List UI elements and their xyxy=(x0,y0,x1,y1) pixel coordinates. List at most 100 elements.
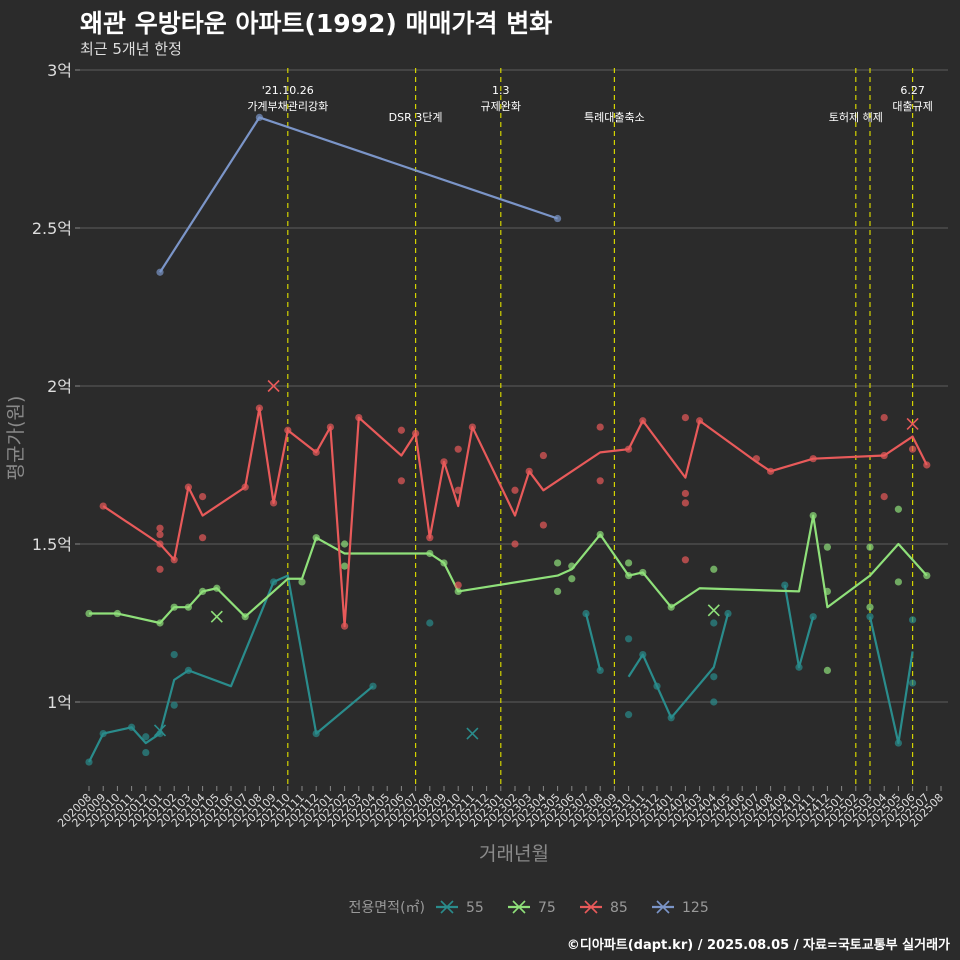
data-point xyxy=(923,572,931,580)
data-point xyxy=(639,417,647,425)
series-line xyxy=(88,574,374,763)
data-point xyxy=(823,666,832,675)
data-point xyxy=(156,540,164,548)
data-point xyxy=(326,423,334,431)
data-point xyxy=(710,565,718,573)
series-line xyxy=(868,616,914,745)
data-point xyxy=(128,723,136,731)
data-point xyxy=(156,530,164,539)
event-label: '21.10.26 xyxy=(262,84,314,97)
data-point xyxy=(341,562,349,570)
data-point xyxy=(99,730,107,738)
data-point xyxy=(710,698,718,706)
series-75 xyxy=(85,505,931,675)
data-point xyxy=(596,423,604,431)
data-point xyxy=(199,587,207,596)
data-point xyxy=(525,467,533,475)
data-point xyxy=(184,666,192,675)
data-point xyxy=(454,587,462,596)
data-point xyxy=(880,451,888,460)
data-point xyxy=(255,404,263,412)
data-point xyxy=(213,584,221,592)
data-point xyxy=(781,581,789,589)
event-label: 대출규제 xyxy=(892,100,932,113)
data-point xyxy=(85,758,93,766)
data-point xyxy=(341,622,349,630)
data-point xyxy=(866,603,874,611)
series-line xyxy=(627,613,730,719)
data-point xyxy=(625,572,633,580)
data-point xyxy=(440,559,448,567)
series-line xyxy=(89,514,928,625)
legend-label: 85 xyxy=(610,900,628,916)
data-point xyxy=(199,534,207,542)
data-point xyxy=(255,113,263,121)
data-point xyxy=(170,603,178,611)
data-point xyxy=(809,511,817,520)
data-point xyxy=(696,417,704,425)
legend-title: 전용면적(㎡) xyxy=(349,900,425,916)
data-point xyxy=(795,663,803,671)
y-axis-title: 평균가(원) xyxy=(5,396,27,481)
series-line xyxy=(102,407,928,628)
data-point xyxy=(880,493,888,501)
data-point xyxy=(823,587,832,596)
data-point xyxy=(184,603,192,611)
data-point xyxy=(923,461,931,469)
data-point xyxy=(184,483,192,491)
legend-swatch-cross xyxy=(512,900,526,914)
legend-label: 75 xyxy=(538,900,556,916)
legend-swatch-cross xyxy=(584,900,598,914)
data-point xyxy=(397,426,405,434)
data-point xyxy=(312,730,320,738)
data-point xyxy=(894,578,903,586)
data-point xyxy=(554,214,562,223)
data-point xyxy=(539,521,548,529)
cross-marker xyxy=(210,610,223,623)
data-point xyxy=(270,578,278,586)
legend-item: 125 xyxy=(652,900,709,916)
legend: 전용면적(㎡) 55 75 85 125 xyxy=(349,900,709,916)
data-point xyxy=(298,578,306,586)
data-point xyxy=(639,568,647,577)
data-point xyxy=(866,543,874,551)
data-point xyxy=(639,651,647,659)
y-tick-label: 1억 xyxy=(47,693,72,712)
data-point xyxy=(894,739,903,747)
data-point xyxy=(511,540,519,548)
data-point xyxy=(681,499,690,507)
data-point xyxy=(284,426,292,434)
legend-label: 55 xyxy=(466,900,484,916)
data-point xyxy=(426,619,434,627)
cross-marker xyxy=(267,379,280,393)
data-point xyxy=(312,448,320,456)
data-point xyxy=(653,682,661,690)
y-tick-label: 1.5억 xyxy=(32,535,72,554)
data-point xyxy=(241,483,249,491)
data-point xyxy=(539,451,548,460)
data-point xyxy=(156,619,164,627)
data-point xyxy=(170,651,178,659)
data-point xyxy=(625,635,633,643)
data-point xyxy=(880,414,888,422)
data-point xyxy=(568,575,576,583)
event-label: 6.27 xyxy=(900,84,925,97)
data-point xyxy=(909,445,917,453)
series-line xyxy=(584,613,602,671)
data-point xyxy=(554,587,562,596)
data-point xyxy=(454,486,462,494)
data-point xyxy=(199,493,207,501)
event-label: 토허제 해제 xyxy=(829,110,883,124)
legend-item: 55 xyxy=(436,900,484,916)
event-label: 가계부채관리강화 xyxy=(247,100,328,113)
data-point xyxy=(625,445,633,453)
event-label: 특례대출축소 xyxy=(584,111,645,124)
credit-text: ©디아파트(dapt.kr) / 2025.08.05 / 자료=국토교통부 실… xyxy=(566,938,950,953)
data-point xyxy=(909,616,917,624)
data-point xyxy=(454,581,462,589)
cross-marker xyxy=(707,604,720,617)
data-point xyxy=(752,455,761,463)
series-layer xyxy=(85,113,931,766)
